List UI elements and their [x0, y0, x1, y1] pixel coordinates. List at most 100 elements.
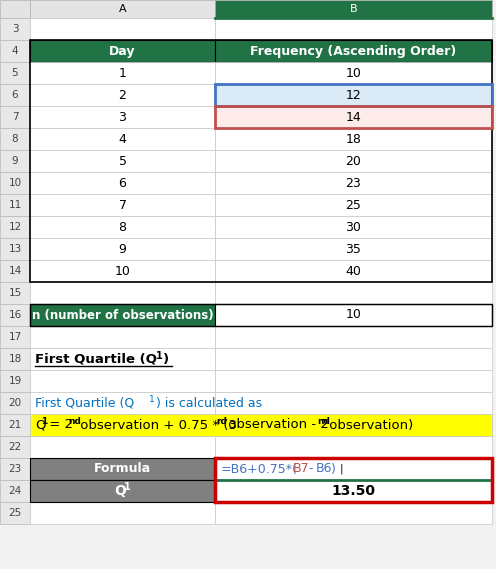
Bar: [215, 106, 492, 128]
Bar: [0, 106, 30, 128]
Bar: [215, 436, 492, 458]
Text: 1: 1: [149, 395, 155, 405]
Text: ): ): [163, 353, 169, 365]
Bar: [215, 172, 492, 194]
Bar: [30, 150, 215, 172]
Bar: [0, 282, 30, 304]
Bar: [30, 62, 215, 84]
Text: 10: 10: [8, 178, 21, 188]
Bar: [215, 150, 492, 172]
Text: 23: 23: [346, 176, 362, 189]
Bar: [0, 18, 30, 40]
Text: 10: 10: [115, 265, 130, 278]
Text: 7: 7: [119, 199, 126, 212]
Text: 16: 16: [8, 310, 22, 320]
Text: 3: 3: [119, 110, 126, 123]
Bar: [0, 150, 30, 172]
Bar: [0, 326, 30, 348]
Text: ) is calculated as: ) is calculated as: [156, 397, 262, 410]
Bar: [0, 84, 30, 106]
Text: Q: Q: [35, 419, 46, 431]
Text: 2: 2: [119, 89, 126, 101]
Text: 1: 1: [41, 417, 47, 426]
Bar: [215, 172, 492, 194]
Text: observation): observation): [325, 419, 413, 431]
Text: B6: B6: [316, 463, 332, 476]
Bar: [30, 172, 215, 194]
Bar: [30, 62, 215, 84]
Bar: [30, 40, 492, 282]
Text: rd: rd: [216, 417, 227, 426]
Bar: [0, 0, 30, 18]
Text: 1: 1: [124, 482, 130, 492]
Bar: [30, 326, 215, 348]
Bar: [215, 40, 492, 62]
Text: 6: 6: [12, 90, 18, 100]
Bar: [0, 502, 30, 524]
Text: 15: 15: [8, 288, 22, 298]
Text: 8: 8: [12, 134, 18, 144]
Bar: [215, 260, 492, 282]
Bar: [215, 40, 492, 62]
Text: 21: 21: [8, 420, 22, 430]
Bar: [30, 40, 215, 62]
Bar: [30, 304, 215, 326]
Text: 30: 30: [346, 221, 362, 233]
Text: Frequency (Ascending Order): Frequency (Ascending Order): [250, 44, 457, 57]
Bar: [215, 216, 492, 238]
Bar: [215, 304, 492, 326]
Text: 17: 17: [8, 332, 22, 342]
Bar: [30, 40, 215, 62]
Text: =B6+0.75*(: =B6+0.75*(: [221, 463, 298, 476]
Text: 10: 10: [346, 308, 362, 321]
Text: 9: 9: [119, 242, 126, 255]
Bar: [215, 392, 492, 414]
Bar: [215, 414, 492, 436]
Text: -: -: [308, 463, 312, 476]
Bar: [30, 282, 215, 304]
Bar: [215, 128, 492, 150]
Text: 18: 18: [346, 133, 362, 146]
Bar: [0, 304, 30, 326]
Bar: [30, 304, 215, 326]
Text: n (number of observations): n (number of observations): [32, 308, 213, 321]
Text: observation - 2: observation - 2: [224, 419, 328, 431]
Text: ): ): [331, 463, 336, 476]
Bar: [0, 348, 30, 370]
Bar: [30, 106, 215, 128]
Bar: [215, 304, 492, 326]
Text: 1: 1: [156, 351, 163, 361]
Bar: [30, 480, 215, 502]
Text: nd: nd: [317, 417, 330, 426]
Bar: [30, 370, 215, 392]
Bar: [0, 216, 30, 238]
Text: 8: 8: [119, 221, 126, 233]
Bar: [30, 414, 215, 436]
Bar: [30, 84, 215, 106]
Text: 4: 4: [12, 46, 18, 56]
Bar: [0, 436, 30, 458]
Bar: [30, 480, 215, 502]
Bar: [30, 260, 215, 282]
Bar: [215, 458, 492, 502]
Bar: [215, 238, 492, 260]
Bar: [215, 502, 492, 524]
Text: 14: 14: [8, 266, 22, 276]
Bar: [30, 238, 215, 260]
Text: 13.50: 13.50: [331, 484, 375, 498]
Bar: [30, 128, 215, 150]
Bar: [0, 128, 30, 150]
Bar: [0, 414, 30, 436]
Bar: [215, 194, 492, 216]
Bar: [0, 40, 30, 62]
Bar: [0, 370, 30, 392]
Bar: [215, 106, 492, 128]
Text: observation + 0.75 * (3: observation + 0.75 * (3: [76, 419, 237, 431]
Text: 11: 11: [8, 200, 22, 210]
Bar: [30, 458, 215, 480]
Bar: [0, 238, 30, 260]
Text: 22: 22: [8, 442, 22, 452]
Text: 35: 35: [346, 242, 362, 255]
Text: 7: 7: [12, 112, 18, 122]
Text: 18: 18: [8, 354, 22, 364]
